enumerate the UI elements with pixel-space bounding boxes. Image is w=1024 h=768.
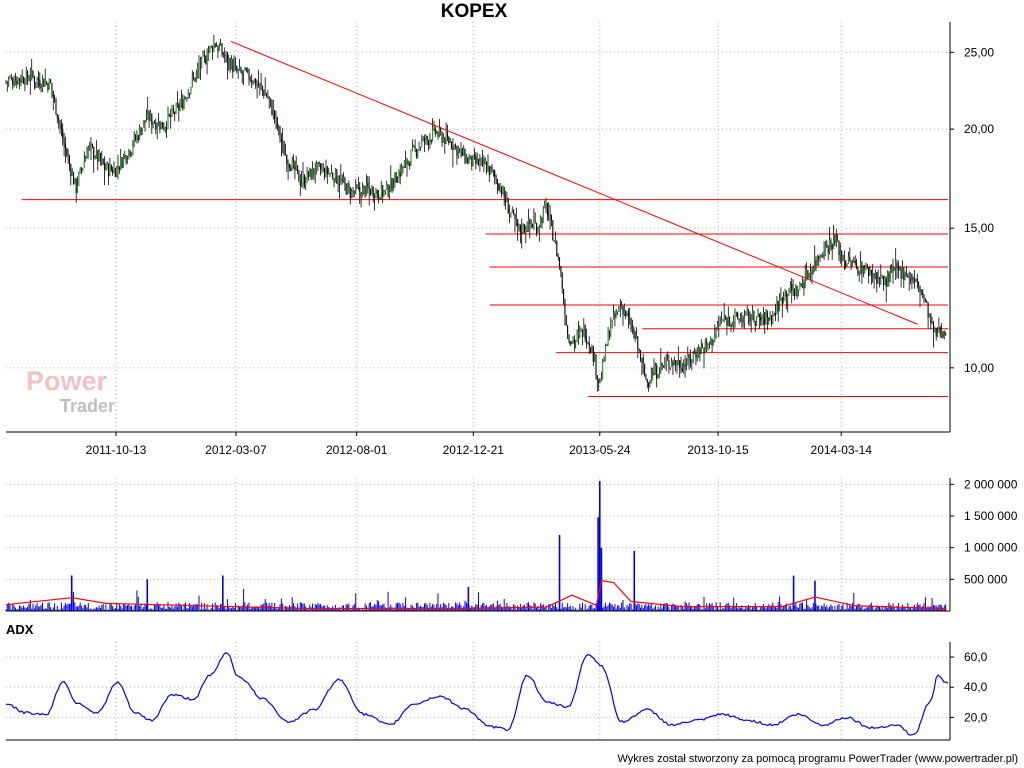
adx-panel-title: ADX — [6, 622, 34, 637]
x-tick-label: 2012-03-07 — [205, 443, 267, 457]
adx-y-tick-label: 20,0 — [964, 710, 988, 724]
price-y-tick-label: 25,00 — [964, 45, 994, 59]
logo-text-trader: Trader — [60, 396, 116, 416]
grid-lines — [6, 22, 948, 740]
volume-y-tick-label: 1 500 000 — [964, 509, 1018, 523]
x-tick-label: 2011-10-13 — [86, 443, 147, 457]
x-tick-label: 2012-08-01 — [326, 443, 388, 457]
axes — [6, 22, 954, 741]
price-series — [5, 34, 947, 392]
x-tick-label: 2014-03-14 — [811, 443, 873, 457]
support-resistance-lines — [21, 199, 948, 398]
adx-line — [5, 651, 949, 736]
powertrader-logo: Power Trader — [26, 366, 176, 426]
x-tick-label: 2013-10-15 — [687, 443, 749, 457]
footer-note: Wykres został stworzony za pomocą progra… — [617, 753, 1018, 765]
trendline — [230, 40, 918, 325]
volume-y-tick-label: 2 000 000 — [964, 477, 1018, 491]
trendline-group — [230, 40, 918, 325]
chart-title: KOPEX — [440, 1, 508, 22]
adx-series — [5, 651, 949, 736]
volume-moving-average — [5, 579, 947, 610]
price-y-tick-label: 10,00 — [964, 361, 994, 375]
adx-y-tick-label: 40,0 — [964, 680, 988, 694]
adx-y-tick-label: 60,0 — [964, 650, 988, 664]
x-tick-label: 2012-12-21 — [443, 443, 505, 457]
price-y-tick-label: 15,00 — [964, 221, 994, 235]
tick-labels: 2011-10-13 2012-03-07 2012-08-01 2012-12-21… — [86, 45, 1018, 724]
volume-y-tick-label: 1 000 000 — [964, 541, 1018, 555]
price-y-tick-label: 20,00 — [964, 122, 994, 136]
x-tick-label: 2013-05-24 — [569, 443, 631, 457]
logo-text-power: Power — [26, 366, 108, 396]
volume-ma-line — [5, 579, 947, 610]
volume-bars — [5, 481, 947, 611]
volume-y-tick-label: 500 000 — [964, 572, 1008, 586]
